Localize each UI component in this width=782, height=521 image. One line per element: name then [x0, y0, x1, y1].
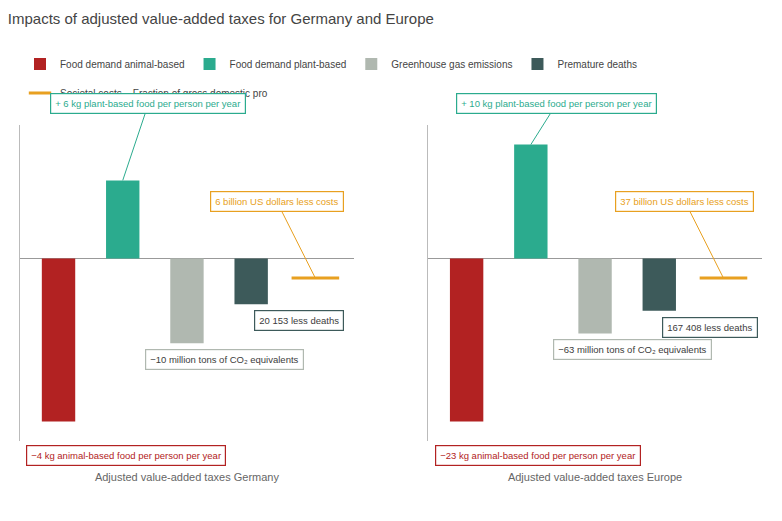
svg-text:37 billion US dollars less cos: 37 billion US dollars less costs [620, 196, 749, 207]
svg-text:+ 10 kg plant-based food per p: + 10 kg plant-based food per person per … [461, 98, 651, 109]
svg-text:Adjusted value-added taxes Eur: Adjusted value-added taxes Europe [508, 471, 682, 483]
svg-text:Impacts of adjusted value-adde: Impacts of adjusted value-added taxes fo… [8, 10, 434, 27]
svg-text:6 billion US dollars less cost: 6 billion US dollars less costs [215, 196, 338, 207]
svg-text:Greenhouse gas emissions: Greenhouse gas emissions [391, 59, 512, 70]
svg-text:20 153 less deaths: 20 153 less deaths [259, 315, 339, 326]
svg-text:−23 kg animal-based food per p: −23 kg animal-based food per person per … [440, 450, 635, 461]
svg-text:−10 million tons of CO₂ equiva: −10 million tons of CO₂ equivalents [150, 354, 298, 365]
svg-text:167 408 less deaths: 167 408 less deaths [667, 322, 752, 333]
svg-text:Food demand plant-based: Food demand plant-based [230, 59, 347, 70]
svg-text:Food demand animal-based: Food demand animal-based [60, 59, 185, 70]
svg-text:−4 kg animal-based food per pe: −4 kg animal-based food per person per y… [31, 450, 221, 461]
svg-text:Premature deaths: Premature deaths [557, 59, 637, 70]
svg-text:+ 6 kg plant-based food per pe: + 6 kg plant-based food per person per y… [55, 98, 240, 109]
svg-text:Adjusted value-added taxes Ger: Adjusted value-added taxes Germany [95, 471, 280, 483]
svg-text:−63 million tons of CO₂ equiva: −63 million tons of CO₂ equivalents [558, 344, 706, 355]
svg-text:Societal costs – Fraction of g: Societal costs – Fraction of gross domes… [60, 88, 268, 99]
